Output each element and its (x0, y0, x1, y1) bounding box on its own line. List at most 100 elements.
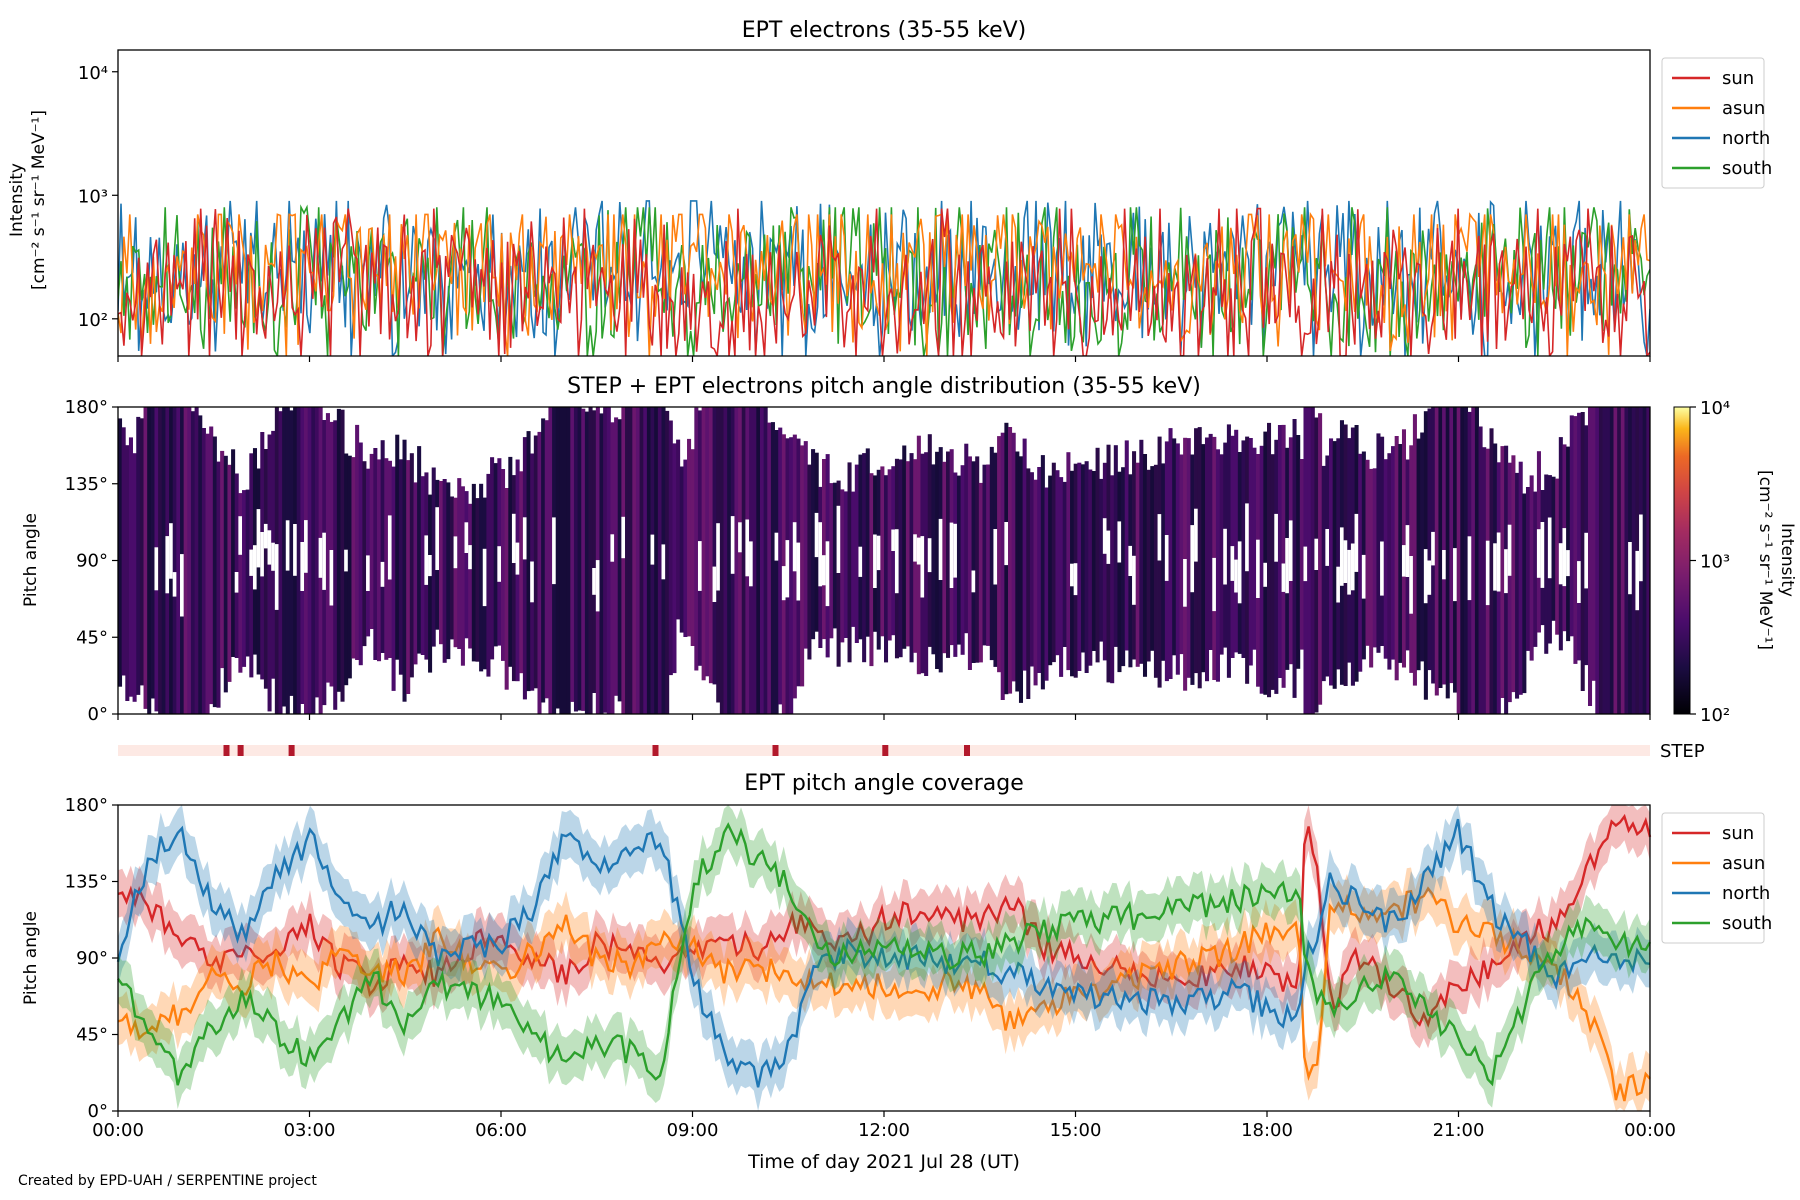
step-markers (223, 745, 970, 756)
pad-cell (1391, 446, 1396, 660)
pad-gap (814, 512, 819, 558)
pad-cell (1442, 407, 1447, 685)
pad-cell (1252, 447, 1257, 650)
intensity-legend: sun asun north south (1661, 57, 1772, 189)
pad-cell (1529, 475, 1534, 661)
pad-panel: STEP + EPT electrons pitch angle distrib… (21, 374, 1797, 726)
pad-gap (610, 534, 615, 562)
coverage-legend: sun asun north south (1661, 812, 1772, 944)
pad-cell (1449, 407, 1454, 684)
pad-gap (1485, 540, 1490, 606)
pad-gap (300, 542, 305, 591)
pad-gap (424, 535, 429, 585)
pad-cell (935, 451, 940, 669)
pad-cell (770, 422, 775, 714)
pad-cell (1412, 414, 1417, 686)
pad-cell (577, 407, 582, 711)
pad-gap (738, 522, 743, 553)
pad-gap (938, 518, 943, 580)
pad-gap (154, 547, 159, 591)
pad-gap (1256, 539, 1261, 598)
pad-gap (1102, 518, 1107, 554)
pad-gap (260, 532, 265, 577)
pad-gap (522, 517, 527, 560)
pad-ytick-label: 90° (76, 551, 108, 572)
pad-cell (1617, 407, 1622, 714)
pad-cell (1270, 454, 1275, 690)
pad-gap (1245, 503, 1250, 572)
pad-gap (180, 554, 185, 617)
pad-gap (1628, 542, 1633, 595)
pad-gap (322, 532, 327, 590)
pad-cell (147, 407, 152, 714)
pad-gap (234, 572, 239, 593)
pad-cell (1084, 461, 1089, 673)
pad-cell (584, 411, 589, 714)
pad-cell (803, 441, 808, 649)
pad-cell (391, 466, 396, 691)
pad-cell (216, 461, 221, 708)
pad-heatmap-cells (118, 407, 1651, 714)
pad-cell (639, 407, 644, 714)
step-marker (223, 745, 230, 756)
coverage-legend-label-sun: sun (1722, 823, 1754, 844)
pad-gap (1566, 550, 1571, 577)
pad-cell (242, 490, 247, 667)
pad-cell (679, 466, 684, 633)
coverage-panel-title: EPT pitch angle coverage (744, 771, 1024, 796)
pad-cell (708, 407, 713, 684)
pad-cell (1299, 459, 1304, 650)
pad-cell (464, 491, 469, 639)
intensity-x-ticks (117, 356, 1651, 362)
pad-cell (832, 482, 837, 629)
pad-cell (617, 419, 622, 702)
pad-gap (252, 545, 258, 590)
pad-cell (734, 407, 739, 714)
pad-gap (468, 545, 473, 570)
pad-cell (982, 464, 987, 646)
intensity-legend-label-asun: asun (1722, 98, 1765, 119)
pad-cell (1416, 438, 1421, 671)
intensity-legend-label-south: south (1722, 158, 1772, 179)
pad-cell (902, 445, 907, 649)
pad-cell (1387, 453, 1392, 670)
pad-cell (836, 480, 841, 667)
step-marker (237, 745, 244, 756)
pad-cell (289, 410, 294, 696)
pad-cell (1040, 455, 1045, 690)
pad-cell (402, 439, 407, 702)
pad-cell (668, 420, 673, 676)
pad-gap (497, 546, 502, 582)
pad-gap (1263, 562, 1268, 587)
pad-cell (1522, 493, 1527, 694)
pad-cell (212, 436, 217, 708)
pad-cell (1215, 449, 1220, 682)
pad-cell (1142, 454, 1148, 677)
pad-cell (1325, 455, 1330, 677)
pad-cell (1029, 472, 1034, 667)
coverage-band-sun (118, 805, 1650, 1049)
pad-cell (1153, 464, 1158, 678)
pad-cell (683, 459, 688, 637)
pad-cell (1135, 462, 1140, 667)
pad-gap (172, 572, 177, 597)
pad-cell (1511, 455, 1516, 693)
pad-gap (304, 520, 309, 573)
pad-cell (1219, 454, 1224, 655)
pad-cell (1573, 416, 1578, 664)
pad-gap (1547, 517, 1552, 579)
pad-cell (971, 461, 976, 663)
pad-cell (603, 407, 608, 713)
coverage-ytick-label: 0° (88, 1101, 108, 1122)
pad-cell (978, 482, 983, 663)
pad-cell (417, 446, 422, 654)
pad-cell (380, 440, 385, 653)
pad-cell (1507, 462, 1512, 703)
pad-cell (723, 407, 728, 714)
pad-cell (384, 458, 389, 660)
pad-cell (504, 488, 509, 690)
intensity-ytick-label: 10² (78, 310, 108, 331)
pad-cell (223, 455, 228, 693)
pad-cell (628, 407, 633, 714)
pad-cell (697, 410, 703, 666)
